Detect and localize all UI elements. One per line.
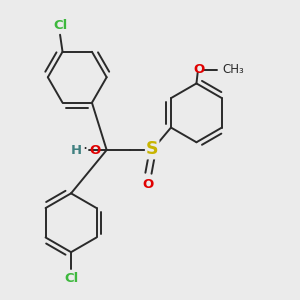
Text: CH₃: CH₃ <box>222 63 244 76</box>
Text: O: O <box>89 143 100 157</box>
Text: S: S <box>146 140 158 158</box>
Text: ·: · <box>83 142 88 157</box>
Text: H: H <box>70 143 82 157</box>
Text: O: O <box>193 63 205 76</box>
Text: Cl: Cl <box>64 272 78 285</box>
Text: O: O <box>143 178 154 191</box>
Text: Cl: Cl <box>53 19 67 32</box>
